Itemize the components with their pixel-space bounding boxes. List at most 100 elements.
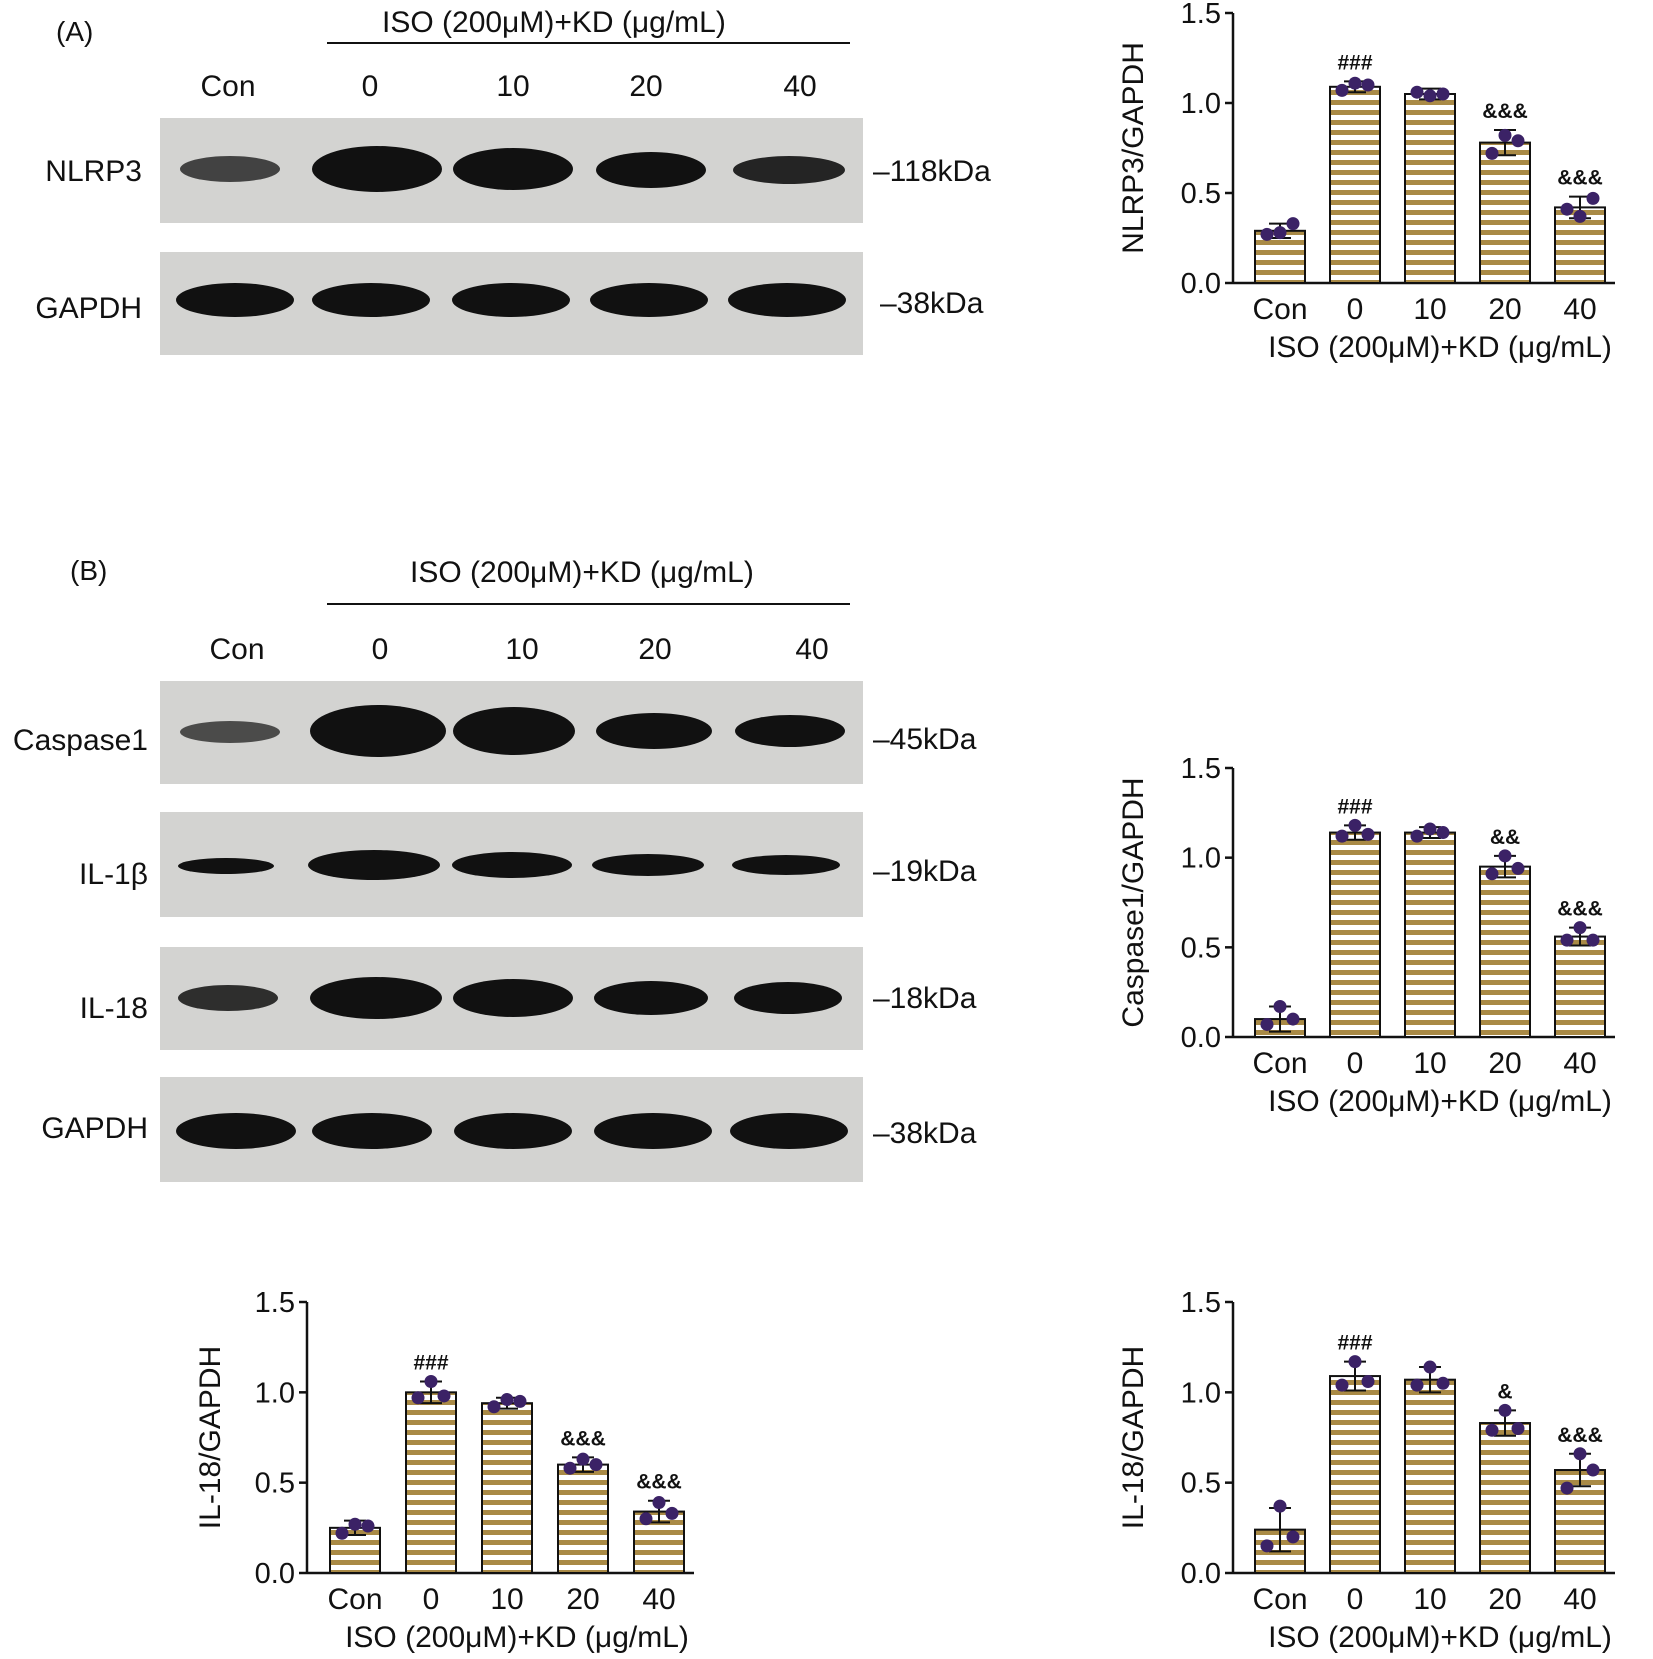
protein-label-il18: IL-18 bbox=[79, 992, 148, 1025]
data-point bbox=[1436, 1376, 1450, 1390]
data-point bbox=[1511, 861, 1525, 875]
data-point bbox=[1273, 1000, 1287, 1014]
x-tick-label: 20 bbox=[1488, 1583, 1521, 1616]
bar bbox=[1479, 141, 1531, 284]
data-point bbox=[1348, 76, 1362, 90]
band bbox=[180, 156, 280, 182]
significance-label: ### bbox=[1337, 51, 1372, 74]
y-axis-label: Caspase1/GAPDH bbox=[1117, 777, 1150, 1027]
lane-label-40: 40 bbox=[795, 633, 829, 666]
band bbox=[310, 705, 446, 757]
significance-label: &&& bbox=[1482, 100, 1528, 123]
band bbox=[596, 713, 712, 749]
band bbox=[590, 283, 708, 317]
x-tick-label: 10 bbox=[490, 1583, 523, 1616]
band bbox=[453, 979, 573, 1017]
data-point bbox=[361, 1519, 375, 1533]
data-point bbox=[1361, 1374, 1375, 1388]
lane-label-0: 0 bbox=[361, 70, 379, 103]
significance-label: &&& bbox=[1557, 167, 1603, 190]
treatment-bracket-line bbox=[327, 42, 850, 44]
x-tick-label: 0 bbox=[1347, 1583, 1364, 1616]
band bbox=[733, 156, 845, 184]
data-point bbox=[1573, 209, 1587, 223]
protein-label-nlrp3: NLRP3 bbox=[45, 155, 142, 188]
data-point bbox=[1273, 226, 1287, 240]
y-tick-label: 1.0 bbox=[255, 1377, 295, 1409]
band bbox=[592, 854, 704, 876]
y-tick-label: 1.5 bbox=[1181, 753, 1221, 785]
data-point bbox=[1586, 933, 1600, 947]
blot-nlrp3 bbox=[160, 118, 863, 223]
x-tick-label: 40 bbox=[642, 1583, 675, 1616]
protein-label-il1b: IL-1β bbox=[79, 858, 148, 891]
data-point bbox=[1273, 1499, 1287, 1513]
blot-il18 bbox=[160, 947, 863, 1050]
data-point bbox=[1286, 217, 1300, 231]
data-point bbox=[1260, 1017, 1274, 1031]
data-point bbox=[1586, 1463, 1600, 1477]
data-point bbox=[1335, 1378, 1349, 1392]
y-tick-label: 1.0 bbox=[1181, 88, 1221, 120]
band bbox=[452, 852, 572, 878]
band bbox=[312, 1113, 432, 1149]
data-point bbox=[639, 1512, 653, 1526]
band bbox=[596, 152, 706, 188]
data-point bbox=[1485, 867, 1499, 881]
y-tick-label: 0.0 bbox=[1181, 268, 1221, 300]
data-point bbox=[1573, 921, 1587, 935]
panel-label-a: (A) bbox=[56, 16, 94, 47]
data-point bbox=[652, 1496, 666, 1510]
x-tick-label: 0 bbox=[1347, 1047, 1364, 1080]
band bbox=[312, 146, 442, 192]
bar bbox=[1554, 935, 1606, 1038]
data-point bbox=[1361, 827, 1375, 841]
x-tick-label: 20 bbox=[566, 1583, 599, 1616]
data-point bbox=[1560, 1481, 1574, 1495]
x-axis-label: ISO (200μM)+KD (μg/mL) bbox=[1268, 1085, 1612, 1118]
chart-1: 0.0 0.5 1.0 1.5 NLRP3/GAPDH Con ### 0 10 &&& 20 &&&… bbox=[1117, 0, 1615, 364]
significance-label: ### bbox=[1337, 795, 1372, 818]
protein-label-gapdh-a: GAPDH bbox=[35, 292, 142, 325]
band bbox=[453, 148, 573, 190]
data-point bbox=[1286, 1530, 1300, 1544]
data-point bbox=[1436, 87, 1450, 101]
x-tick-label: 10 bbox=[1413, 293, 1446, 326]
data-point bbox=[500, 1393, 514, 1407]
panel-label-b: (B) bbox=[70, 555, 108, 586]
data-point bbox=[1485, 1423, 1499, 1437]
data-point bbox=[576, 1452, 590, 1466]
y-tick-label: 0.5 bbox=[1181, 1468, 1221, 1500]
band bbox=[312, 283, 430, 317]
bar bbox=[481, 1402, 533, 1574]
band bbox=[730, 1113, 848, 1149]
x-tick-label: 10 bbox=[1413, 1047, 1446, 1080]
y-axis-label: IL-18/GAPDH bbox=[1117, 1346, 1150, 1529]
data-point bbox=[348, 1517, 362, 1531]
data-point bbox=[1361, 78, 1375, 92]
bar bbox=[1404, 831, 1456, 1038]
mw-label-caspase1: –45kDa bbox=[873, 723, 977, 756]
significance-label: && bbox=[1490, 826, 1520, 849]
band bbox=[178, 858, 274, 874]
bar bbox=[1479, 865, 1531, 1039]
data-point bbox=[1586, 191, 1600, 205]
bar bbox=[1479, 1422, 1531, 1574]
x-tick-label: 40 bbox=[1563, 293, 1596, 326]
protein-label-caspase1: Caspase1 bbox=[12, 724, 148, 757]
band bbox=[176, 1113, 296, 1149]
y-tick-label: 0.0 bbox=[1181, 1558, 1221, 1590]
significance-label: ### bbox=[413, 1351, 448, 1374]
lane-label-con: Con bbox=[209, 633, 265, 666]
band bbox=[732, 855, 840, 875]
lane-label-0: 0 bbox=[371, 633, 389, 666]
band bbox=[176, 283, 294, 317]
band bbox=[310, 977, 442, 1019]
data-point bbox=[1335, 829, 1349, 843]
data-point bbox=[1573, 1447, 1587, 1461]
data-point bbox=[1511, 1421, 1525, 1435]
x-tick-label: 10 bbox=[1413, 1583, 1446, 1616]
significance-label: &&& bbox=[636, 1471, 682, 1494]
y-axis-label: IL-18/GAPDH bbox=[194, 1346, 227, 1529]
